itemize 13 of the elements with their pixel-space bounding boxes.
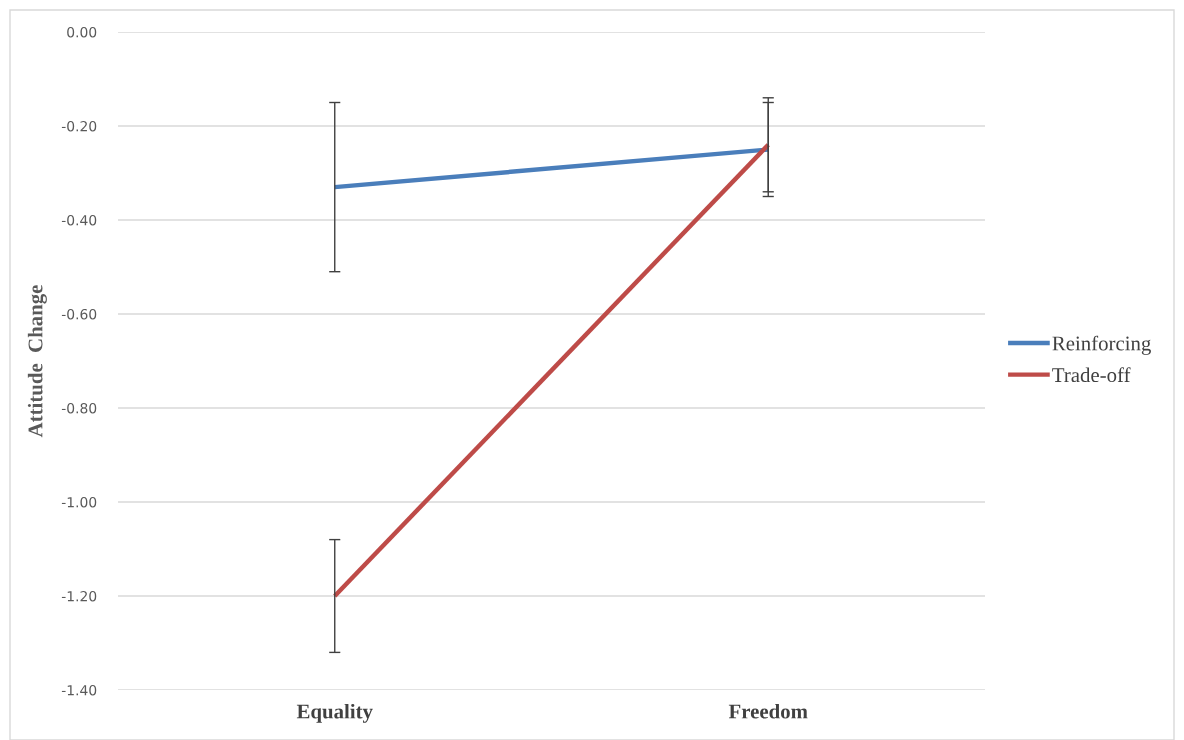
y-tick-label: -1.40 xyxy=(61,684,97,696)
legend-label: Trade-off xyxy=(1052,367,1131,383)
y-tick-label: -0.60 xyxy=(61,308,97,320)
y-tick-label: 0.00 xyxy=(67,26,97,38)
x-tick-label: Equality xyxy=(296,703,373,723)
y-tick-label: -1.20 xyxy=(61,590,97,602)
y-tick-label: -1.00 xyxy=(61,496,97,508)
y-tick-label: -0.80 xyxy=(61,402,97,414)
y-tick-label: -0.20 xyxy=(61,120,97,132)
x-tick-label: Freedom xyxy=(728,703,808,719)
legend-label: Reinforcing xyxy=(1052,335,1151,355)
y-axis-title: Attitude Change xyxy=(27,285,47,438)
y-tick-label: -0.40 xyxy=(61,214,97,226)
